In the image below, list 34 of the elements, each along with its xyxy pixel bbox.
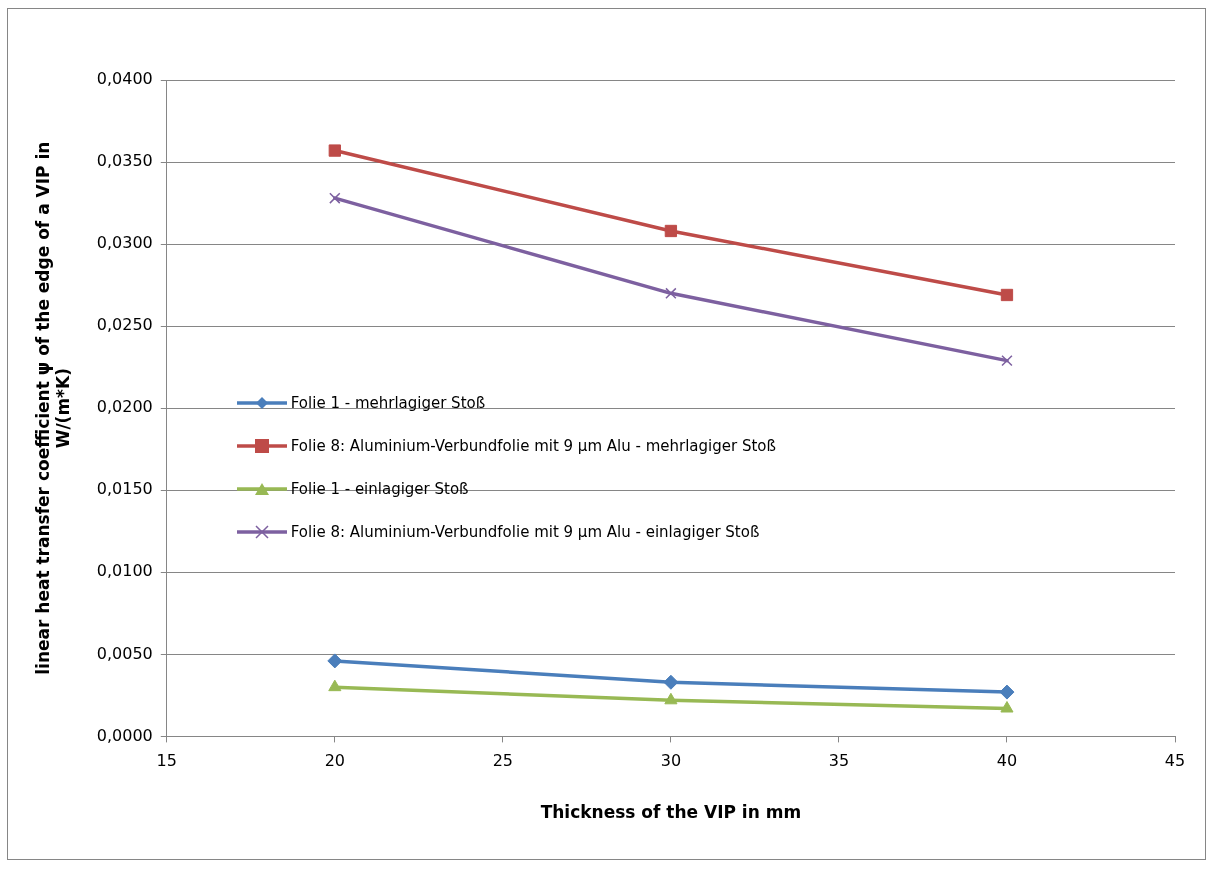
point	[1000, 701, 1014, 713]
y-tick-label: 0,0050	[96, 643, 153, 663]
point	[1001, 354, 1013, 367]
legend-label: Folie 8: Aluminium-Verbundfolie mit 9 µm Alu - einlagiger Stoß	[290, 523, 760, 542]
point	[328, 679, 342, 692]
point	[663, 674, 679, 690]
y-tick-label: 0,0250	[96, 315, 153, 335]
x-tick-label: 45	[1164, 751, 1186, 771]
x-tick-label: 15	[156, 751, 177, 771]
point	[327, 653, 343, 669]
point	[665, 287, 677, 300]
y-tick-label: 0,0350	[96, 151, 153, 171]
y-tick-label: 0,0150	[96, 479, 153, 499]
y-tick-label: 0,0100	[96, 561, 153, 581]
x-tick-label: 35	[828, 751, 850, 771]
point	[1000, 288, 1014, 302]
point	[329, 192, 341, 204]
y-tick-label: 0,0300	[96, 233, 153, 253]
y-tick-label: 0,0000	[96, 725, 153, 745]
point	[664, 692, 678, 705]
legend-label: Folie 8: Aluminium-Verbundfolie mit 9 µm Alu - mehrlagiger Stoß	[290, 437, 776, 456]
x-axis-title: Thickness of the VIP in mm	[540, 802, 802, 823]
y-tick-label: 0,0200	[96, 397, 153, 417]
x-tick-label: 25	[492, 751, 514, 771]
legend-label: Folie 1 - einlagiger Stoß	[290, 480, 469, 499]
x-tick-label: 30	[660, 751, 682, 771]
y-axis-title: linear heat transfer coefficient ψ of the edge of a VIP in W/(m*K)	[32, 141, 74, 675]
point	[999, 684, 1015, 700]
x-tick-label: 40	[996, 751, 1018, 771]
point	[328, 144, 341, 157]
y-tick-label: 0,0400	[96, 69, 153, 89]
point	[664, 224, 678, 238]
legend-label: Folie 1 - mehrlagiger Stoß	[290, 394, 486, 413]
x-tick-label: 20	[324, 751, 345, 771]
